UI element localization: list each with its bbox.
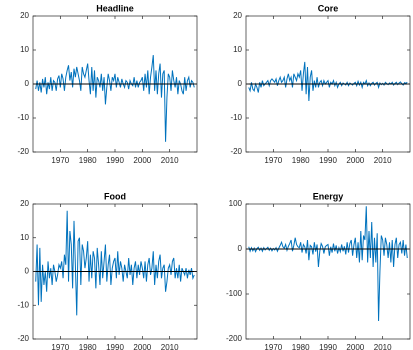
y-tick-label: 0: [238, 244, 243, 253]
chart-title: Headline: [96, 3, 134, 13]
y-tick-label: -200: [226, 334, 243, 343]
y-tick-label: 20: [233, 11, 242, 20]
data-line: [35, 210, 195, 316]
x-tick-label: 2000: [133, 156, 151, 165]
y-tick-label: 20: [20, 11, 29, 20]
x-tick-label: 1970: [264, 343, 282, 350]
y-tick-label: 0: [238, 79, 243, 88]
y-tick-label: 10: [20, 233, 29, 242]
x-tick-label: 1970: [264, 156, 282, 165]
x-tick-label: 2000: [346, 156, 364, 165]
x-tick-label: 1980: [292, 156, 310, 165]
x-tick-label: 2000: [346, 343, 364, 350]
y-tick-label: -10: [230, 113, 242, 122]
x-tick-label: 2010: [161, 156, 179, 165]
x-tick-label: 1970: [51, 343, 69, 350]
x-tick-label: 1980: [292, 343, 310, 350]
y-tick-label: -10: [17, 113, 29, 122]
x-tick-label: 1970: [51, 156, 69, 165]
x-tick-label: 1990: [106, 156, 124, 165]
x-tick-label: 2010: [374, 343, 392, 350]
x-tick-label: 1980: [79, 156, 97, 165]
y-tick-label: -20: [17, 334, 29, 343]
plot-area: [246, 204, 410, 339]
y-tick-label: 0: [25, 79, 30, 88]
data-line: [35, 55, 195, 142]
y-tick-label: -10: [17, 300, 29, 309]
y-tick-label: 0: [25, 267, 30, 276]
chart-title: Energy: [313, 191, 344, 201]
x-tick-label: 1990: [319, 156, 337, 165]
y-tick-label: 100: [229, 199, 243, 208]
x-tick-label: 1990: [106, 343, 124, 350]
x-tick-label: 1990: [319, 343, 337, 350]
y-tick-label: 10: [20, 45, 29, 54]
y-tick-label: 10: [233, 45, 242, 54]
chart-title: Core: [318, 3, 339, 13]
x-tick-label: 2010: [374, 156, 392, 165]
y-tick-label: -20: [17, 147, 29, 156]
y-tick-label: -100: [226, 289, 243, 298]
chart-title: Food: [104, 191, 126, 201]
x-tick-label: 2010: [161, 343, 179, 350]
y-tick-label: 20: [20, 199, 29, 208]
y-tick-label: -20: [230, 147, 242, 156]
x-tick-label: 1980: [79, 343, 97, 350]
x-tick-label: 2000: [133, 343, 151, 350]
